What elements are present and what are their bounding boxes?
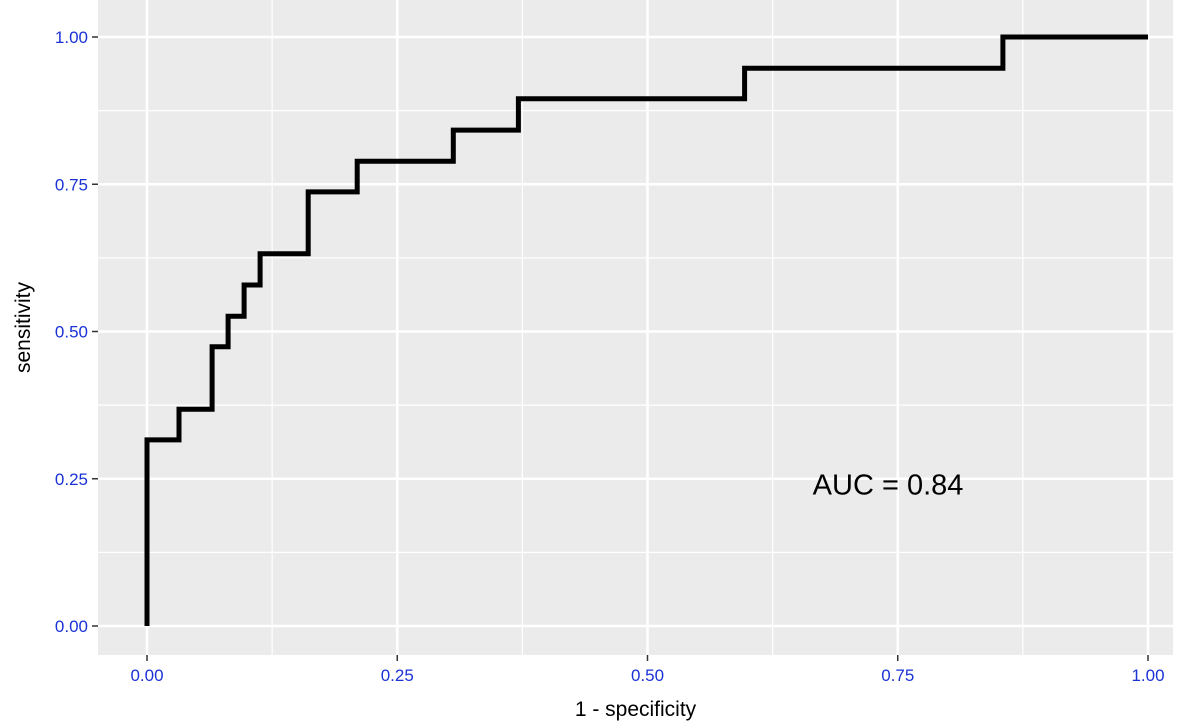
minor-gridlines [98,0,1173,655]
y-tick-label: 1.00 [55,28,88,47]
x-tick-label: 0.00 [130,666,163,685]
x-tick-label: 1.00 [1131,666,1164,685]
x-axis-ticks: 0.00 0.25 0.50 0.75 1.00 [130,655,1165,685]
x-tick-label: 0.75 [881,666,914,685]
y-tick-label: 0.75 [55,175,88,194]
y-axis-ticks: 0.00 0.25 0.50 0.75 1.00 [55,28,98,636]
auc-annotation: AUC = 0.84 [813,470,964,502]
y-tick-label: 0.50 [55,323,88,342]
major-gridlines [98,0,1173,655]
plot-panel [98,0,1173,655]
y-axis-title: sensitivity [12,281,35,373]
x-tick-label: 0.25 [381,666,414,685]
y-tick-label: 0.00 [55,617,88,636]
y-tick-label: 0.25 [55,470,88,489]
x-axis-title: 1 - specificity [575,698,697,721]
x-tick-label: 0.50 [631,666,664,685]
roc-curve-line [144,34,1148,626]
